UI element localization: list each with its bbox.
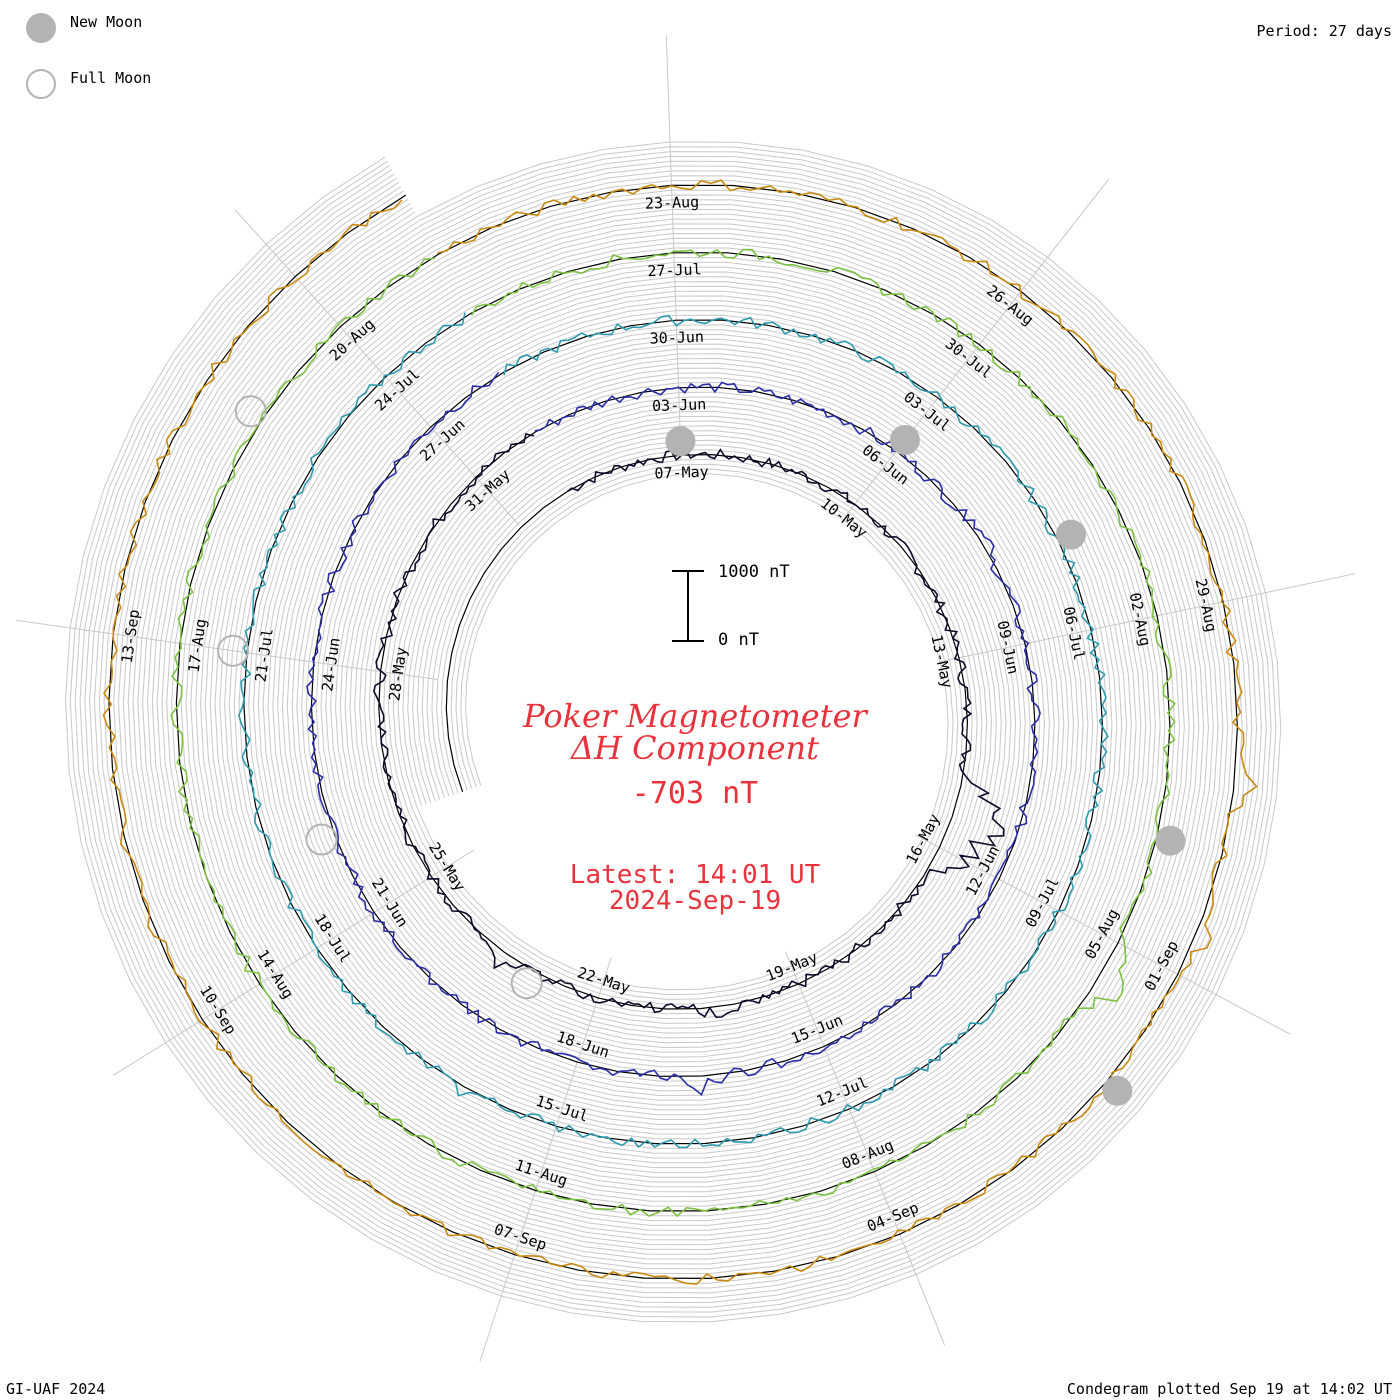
full-moon-marker	[305, 823, 338, 856]
trace-cycle-05-May	[373, 433, 1005, 1019]
date-label: 30-Jun	[649, 328, 704, 348]
grid-spiral	[122, 199, 1224, 1265]
moon-markers	[217, 395, 1186, 1106]
grid-spiral	[93, 170, 1253, 1294]
spiral-grid	[16, 35, 1356, 1362]
date-label: 21-Jul	[252, 627, 277, 683]
period-label: Period: 27 days	[1256, 22, 1392, 40]
date-label: 02-Aug	[1126, 591, 1155, 648]
date-label: 27-Jul	[647, 260, 702, 280]
date-label: 18-Jun	[554, 1028, 611, 1062]
new-moon-marker	[1056, 519, 1086, 550]
date-label: 28-May	[385, 646, 410, 702]
date-label: 29-Aug	[1192, 577, 1221, 634]
trace-cycle-25-Jul	[170, 248, 1176, 1218]
date-label: 24-Jun	[318, 636, 343, 692]
sector-line	[113, 849, 475, 1076]
sector-line	[234, 209, 520, 526]
footer-credit: GI-UAF 2024	[6, 1380, 106, 1398]
data-traces	[102, 179, 1258, 1285]
full-moon-marker	[510, 967, 543, 1000]
grid-spiral	[89, 165, 1258, 1299]
grid-spiral	[69, 146, 1277, 1318]
sector-line	[846, 178, 1110, 515]
grid-spiral	[113, 189, 1234, 1275]
grid-spiral	[103, 179, 1243, 1284]
date-label: 30-Jul	[942, 335, 996, 383]
latest-date: 2024-Sep-19	[608, 886, 782, 916]
footer-plot-time: Condegram plotted Sep 19 at 14:02 UT	[1066, 1380, 1392, 1398]
new-moon-marker	[665, 426, 696, 457]
scale-bar	[672, 570, 704, 642]
new-moon-marker	[1155, 825, 1186, 856]
full-moon-legend-label: Full Moon	[70, 69, 152, 87]
scale-bar-bottom-label: 0 nT	[718, 630, 759, 650]
date-label: 19-May	[763, 948, 820, 985]
new-moon-marker	[889, 425, 920, 455]
chart-subtitle: ΔH Component	[570, 729, 820, 767]
grid-spiral	[84, 160, 1263, 1304]
date-label: 07-May	[654, 463, 709, 483]
full-moon-marker	[234, 395, 267, 428]
sector-line	[785, 951, 946, 1346]
grid-spiral	[74, 151, 1272, 1313]
full-moon-marker	[217, 634, 249, 667]
trace-cycle-01-Jun	[306, 371, 1041, 1097]
trace-cycle-28-Jun	[237, 312, 1109, 1149]
grid-spiral	[117, 194, 1229, 1270]
sector-line	[939, 573, 1356, 663]
date-label: 23-Aug	[645, 193, 700, 213]
latest-time: Latest: 14:01 UT	[569, 860, 821, 890]
new-moon-marker	[1102, 1075, 1133, 1106]
grid-spiral	[127, 204, 1219, 1260]
sector-line	[914, 834, 1291, 1035]
grid-spiral	[79, 155, 1267, 1308]
grid-spiral	[98, 175, 1248, 1289]
new-moon-legend-label: New Moon	[70, 13, 143, 31]
date-label: 26-Aug	[983, 281, 1037, 329]
sector-line	[16, 619, 438, 681]
sector-line	[665, 35, 682, 461]
date-label: 06-Jul	[1059, 605, 1088, 662]
current-value: -703 nT	[631, 776, 759, 811]
date-label: 13-May	[927, 633, 956, 690]
date-label: 10-May	[817, 494, 871, 542]
date-label: 03-Jun	[652, 395, 707, 415]
trace-cycle-21-Aug	[102, 179, 1258, 1285]
chart-title: Poker Magnetometer	[523, 697, 867, 735]
date-label: 08-Aug	[839, 1136, 896, 1173]
new-moon-legend-icon	[26, 13, 56, 43]
date-label: 22-May	[575, 963, 632, 997]
full-moon-legend-icon	[26, 69, 56, 99]
date-label: 04-Sep	[864, 1199, 921, 1236]
sector-line	[479, 957, 612, 1362]
grid-spiral	[64, 141, 1282, 1323]
scale-bar-top-label: 1000 nT	[718, 562, 790, 582]
